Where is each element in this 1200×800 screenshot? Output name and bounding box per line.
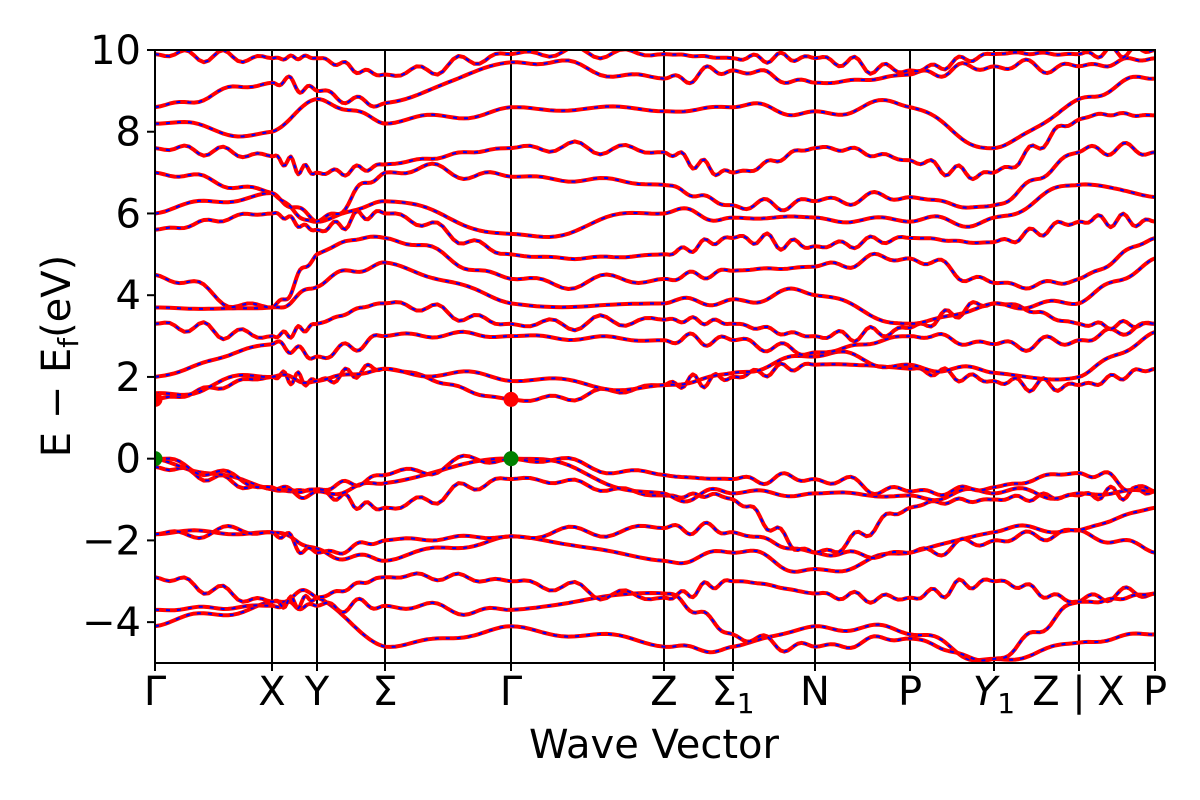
x-tick-label: P — [1143, 669, 1167, 715]
x-tick-label: Y1 — [973, 669, 1015, 720]
x-tick-label-main: N — [800, 669, 830, 715]
x-tick-label: P — [898, 669, 922, 715]
x-tick-label: | — [1072, 669, 1085, 715]
band-line-red — [155, 588, 1155, 663]
x-tick-label: N — [800, 669, 830, 715]
band-line-blue-dashed — [155, 506, 1155, 559]
band-lines — [155, 50, 1155, 663]
band-line-red — [155, 234, 1155, 310]
y-axis-label-unit: (eV) — [34, 255, 80, 338]
x-tick-label: X — [258, 669, 285, 715]
x-ticks: Γ X Y Σ Γ Z Σ1 N P Y1 Z | X P — [144, 663, 1167, 720]
y-tick-label: −4 — [82, 600, 141, 646]
x-tick-label: Z — [1032, 669, 1059, 715]
x-tick-label: Σ — [372, 669, 397, 715]
band-line-red — [155, 321, 1155, 379]
cbm-marker — [155, 391, 163, 407]
x-tick-label: Σ1 — [711, 669, 754, 720]
cbm-marker — [503, 391, 519, 407]
y-ticks: 10 8 6 4 2 0 −2 −4 — [82, 28, 155, 646]
vbm-marker — [155, 451, 163, 467]
band-line-blue-dashed — [155, 210, 1155, 261]
band-line-blue-dashed — [155, 454, 1155, 497]
y-tick-label: −2 — [82, 518, 141, 564]
x-tick-label: Γ — [144, 669, 167, 715]
x-tick-label: Γ — [500, 669, 523, 715]
x-tick-label-main: Σ — [372, 669, 397, 715]
band-line-blue-dashed — [155, 257, 1155, 325]
vbm-marker — [503, 451, 519, 467]
y-axis-label-main: E − E — [34, 348, 80, 458]
x-tick-label-main: Γ — [144, 669, 167, 715]
x-tick-label-main: P — [1143, 669, 1167, 715]
y-axis-label-text: E − Ef(eV) — [34, 255, 85, 458]
x-tick-label: Z — [650, 669, 677, 715]
plot-frame — [154, 49, 1156, 664]
x-tick-label: Y — [304, 669, 330, 715]
y-tick-label: 0 — [116, 437, 141, 483]
x-tick-label-main: X — [258, 669, 285, 715]
x-tick-label-main: P — [898, 669, 922, 715]
band-line-red — [155, 456, 1155, 504]
x-tick-label-sub: 1 — [737, 687, 755, 720]
band-edge-markers — [155, 391, 519, 467]
y-tick-label: 4 — [116, 273, 141, 319]
band-line-red — [155, 330, 1155, 397]
band-line-red — [155, 111, 1155, 182]
frame — [154, 49, 1156, 664]
band-line-red — [155, 585, 1155, 663]
band-line-blue-dashed — [155, 57, 1155, 109]
band-line-red — [155, 571, 1155, 611]
x-tick-label-main: Γ — [500, 669, 523, 715]
x-tick-label-main: Y — [304, 669, 330, 715]
band-line-red — [155, 50, 1155, 78]
y-tick-label: 2 — [116, 355, 141, 401]
x-axis-label: Wave Vector — [529, 722, 780, 768]
y-axis-label: E − Ef(eV) — [34, 255, 85, 458]
x-tick-label-sub: 1 — [997, 687, 1015, 720]
y-tick-label: 10 — [90, 28, 141, 74]
band-line-blue-dashed — [155, 75, 1155, 150]
x-tick-label-main: Z — [650, 669, 677, 715]
x-tick-label: X — [1097, 669, 1124, 715]
y-tick-label: 8 — [116, 110, 141, 156]
y-axis-label-sub: f — [52, 337, 85, 348]
y-tick-label: 6 — [116, 191, 141, 237]
band-line-blue-dashed — [155, 142, 1155, 223]
band-line-blue-dashed — [155, 183, 1155, 238]
band-line-blue-dashed — [155, 301, 1155, 343]
x-tick-label-main: Y — [973, 669, 1001, 715]
x-tick-label-main: Σ — [711, 669, 736, 715]
